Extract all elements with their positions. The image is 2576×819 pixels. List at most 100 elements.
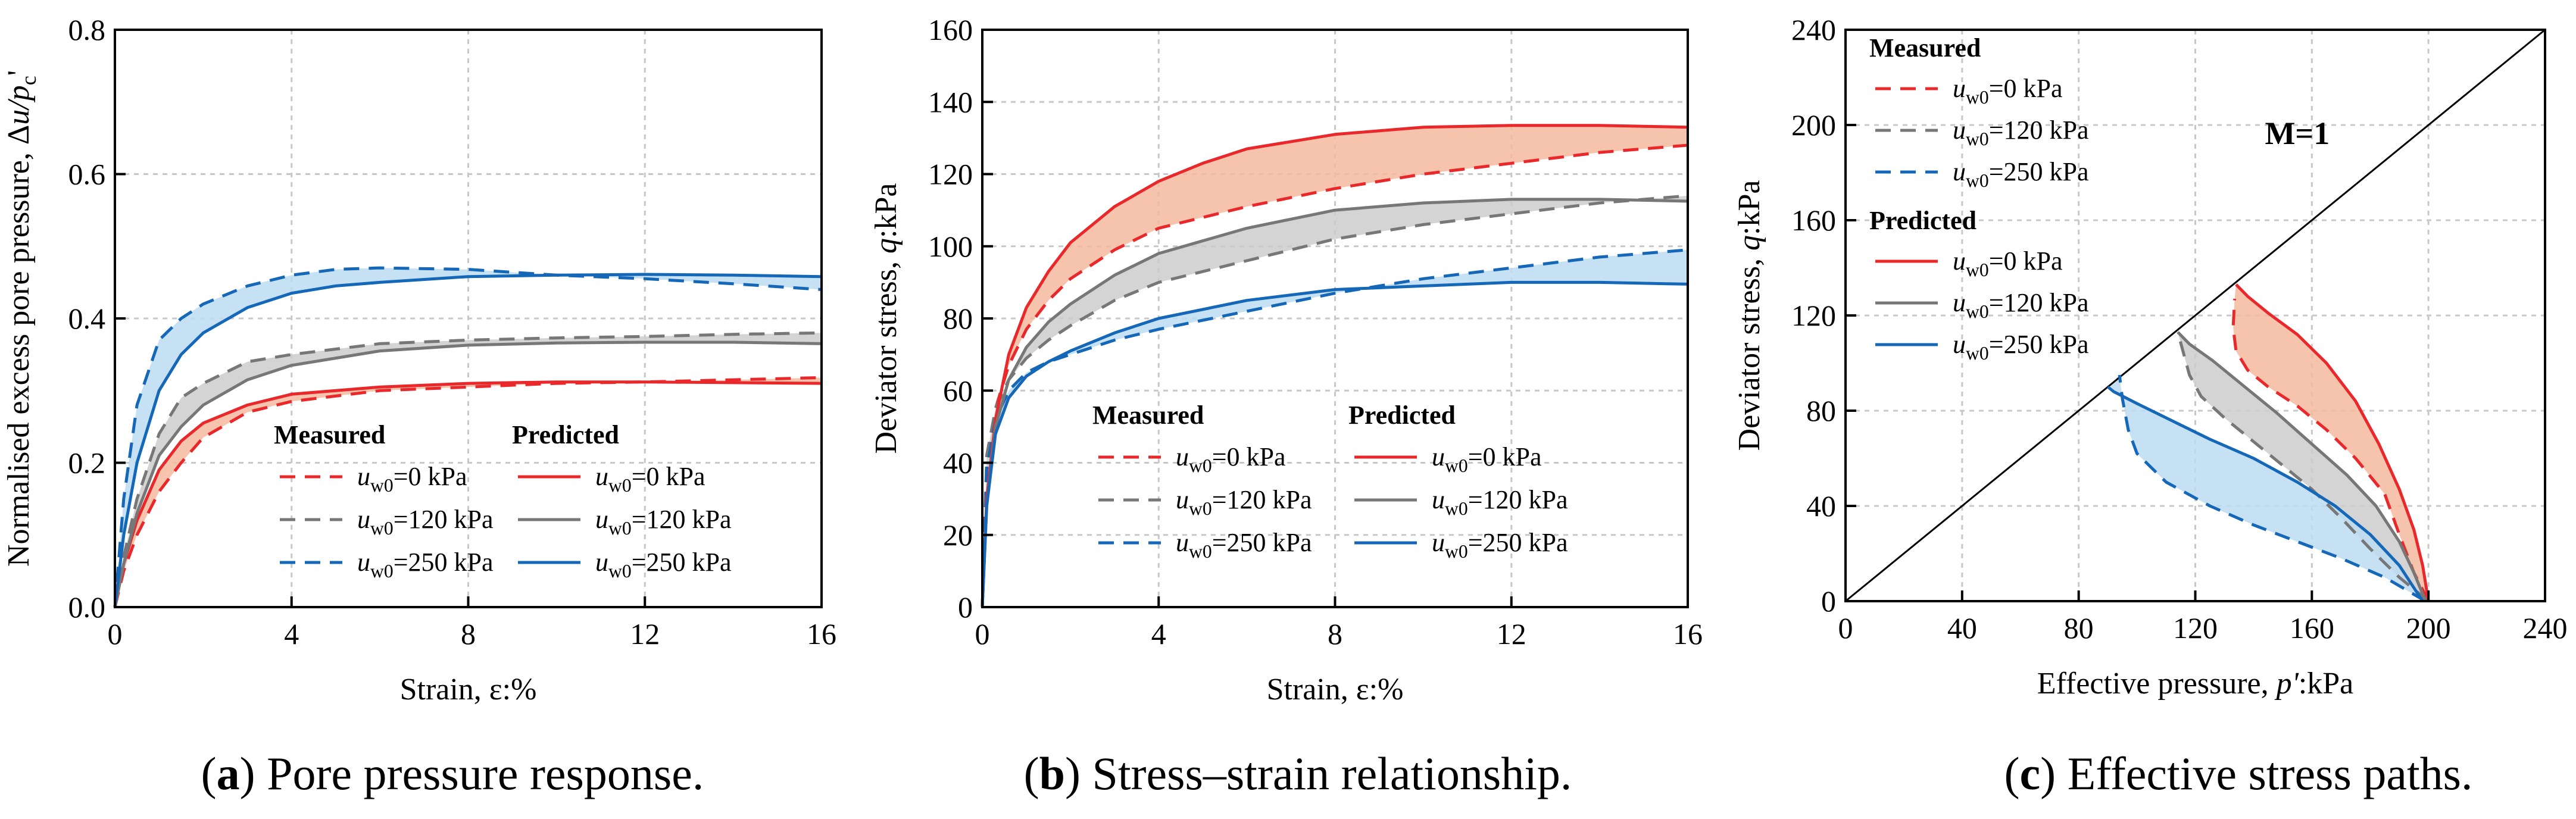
- y-tick-label: 80: [1806, 394, 1836, 427]
- x-tick-label: 8: [1328, 617, 1342, 651]
- legend-title-predicted: Predicted: [1348, 401, 1456, 430]
- legend-label-measured-2: uw0=120 kPa: [1953, 115, 2089, 149]
- legend-label-measured-1: uw0=0 kPa: [1953, 74, 2063, 108]
- caption-text-a: Pore pressure response.: [267, 748, 704, 799]
- caption-c: (c) Effective stress paths.: [2004, 748, 2473, 799]
- x-tick-label: 160: [2290, 611, 2334, 645]
- uncertainty-band-1: [2233, 285, 2429, 601]
- x-axis-label: Strain, ε:%: [1267, 673, 1404, 707]
- uncertainty-band-3: [2107, 375, 2426, 601]
- y-tick-label: 40: [1806, 489, 1836, 523]
- legend-label-measured-3: uw0=250 kPa: [1953, 157, 2089, 191]
- x-tick-label: 12: [630, 617, 660, 651]
- y-tick-label: 0.6: [68, 158, 106, 191]
- x-tick-label: 240: [2523, 611, 2568, 645]
- y-tick-label: 0: [958, 590, 973, 624]
- legend-label-predicted-3: uw0=250 kPa: [595, 548, 732, 582]
- caption-letter-b: b: [1039, 748, 1065, 799]
- legend-title-predicted: Predicted: [1869, 206, 1977, 235]
- chart-panel-a: 0 4 8 12 16 0.0 0.2 0.4 0.6 0.8 Strain, ε:% Normali…: [2, 13, 836, 707]
- series-line-measured-1: [2231, 298, 2430, 602]
- caption-b: (b) Stress–strain relationship.: [1023, 748, 1572, 799]
- series-line-measured-2: [113, 331, 822, 608]
- legend-label-predicted-2: uw0=120 kPa: [1432, 485, 1568, 519]
- y-tick-label: 100: [928, 230, 973, 263]
- x-tick-label: 4: [284, 617, 299, 651]
- y-tick-label: 160: [1791, 204, 1836, 237]
- legend-label-measured-2: uw0=120 kPa: [1176, 485, 1312, 519]
- x-tick-label: 12: [1497, 617, 1526, 651]
- x-tick-label: 200: [2406, 611, 2451, 645]
- y-tick-label: 200: [1791, 108, 1836, 142]
- critical-state-line: [1845, 29, 2546, 602]
- x-tick-label: 4: [1151, 617, 1166, 651]
- legend-label-predicted-1: uw0=0 kPa: [595, 462, 705, 496]
- x-axis-label: Strain, ε:%: [400, 673, 537, 707]
- x-tick-label: 120: [2173, 611, 2218, 645]
- x-tick-label: 16: [1673, 617, 1703, 651]
- legend-label-measured-2: uw0=120 kPa: [357, 505, 494, 539]
- series-line-predicted-3: [113, 273, 822, 608]
- legend-label-measured-3: uw0=250 kPa: [357, 548, 494, 582]
- legend-label-measured-1: uw0=0 kPa: [357, 462, 467, 496]
- y-tick-label: 0.8: [68, 13, 106, 46]
- legend-label-predicted-1: uw0=0 kPa: [1953, 246, 2063, 280]
- y-tick-label: 0.2: [68, 446, 106, 480]
- legend: Measured uw0=0 kPa uw0=120 kPa uw0=250 kPa P…: [1869, 33, 2089, 364]
- legend-title-measured: Measured: [1869, 33, 1981, 62]
- y-tick-label: 80: [943, 302, 973, 335]
- y-tick-label: 160: [928, 13, 973, 46]
- legend: Measured uw0=0 kPa uw0=120 kPa uw0=250 kPa P…: [274, 420, 732, 582]
- legend-label-measured-1: uw0=0 kPa: [1176, 442, 1286, 476]
- y-tick-label: 120: [1791, 299, 1836, 332]
- legend-label-predicted-3: uw0=250 kPa: [1432, 528, 1568, 562]
- x-tick-label: 0: [975, 617, 990, 651]
- series-line-predicted-3: [2107, 386, 2424, 602]
- legend-label-predicted-2: uw0=120 kPa: [595, 505, 732, 539]
- series-line-predicted-3: [981, 280, 1688, 608]
- legend-title-measured: Measured: [274, 420, 385, 449]
- slope-annotation: M=1: [2265, 115, 2330, 151]
- x-tick-label: 80: [2064, 611, 2094, 645]
- legend-label-measured-3: uw0=250 kPa: [1176, 528, 1312, 562]
- legend-title-measured: Measured: [1092, 401, 1204, 430]
- y-tick-label: 40: [943, 446, 973, 480]
- series-line-predicted-2: [2177, 331, 2427, 602]
- series-line-predicted-1: [981, 124, 1688, 608]
- y-axis-label: Deviator stress, q:kPa: [1732, 180, 1766, 451]
- x-axis-label: Effective pressure, p':kPa: [2037, 667, 2353, 701]
- x-tick-label: 0: [1838, 611, 1853, 645]
- caption-text-c: Effective stress paths.: [2067, 748, 2473, 799]
- x-tick-label: 16: [807, 617, 836, 651]
- y-tick-label: 0.4: [68, 302, 106, 335]
- legend-label-predicted-3: uw0=250 kPa: [1953, 330, 2089, 364]
- x-tick-label: 8: [461, 617, 476, 651]
- y-tick-label: 240: [1791, 13, 1836, 46]
- y-tick-label: 0: [1821, 584, 1836, 618]
- legend-label-predicted-2: uw0=120 kPa: [1953, 288, 2089, 322]
- series-line-measured-2: [2176, 332, 2430, 602]
- y-tick-label: 120: [928, 158, 973, 191]
- series-line-measured-3: [2118, 374, 2427, 603]
- caption-letter-c: c: [2019, 748, 2041, 799]
- series-line-measured-3: [113, 266, 822, 608]
- y-axis-label: Deviator stress, q:kPa: [869, 183, 903, 454]
- series-line-predicted-1: [2235, 283, 2430, 602]
- series-line-measured-3: [981, 248, 1688, 608]
- x-tick-label: 0: [108, 617, 123, 651]
- y-tick-label: 0.0: [68, 590, 106, 624]
- series-line-predicted-1: [113, 380, 822, 608]
- caption-letter-a: a: [216, 748, 240, 799]
- chart-panel-c: 0 40 80 120 160 200 240 0 40 80 120 160 200 240 Effect…: [1732, 13, 2568, 701]
- legend: Measured uw0=0 kPa uw0=120 kPa uw0=250 kPa P…: [1092, 401, 1568, 562]
- series-line-predicted-2: [981, 198, 1688, 608]
- y-tick-label: 140: [928, 85, 973, 118]
- x-tick-label: 40: [1947, 611, 1977, 645]
- legend-label-predicted-1: uw0=0 kPa: [1432, 442, 1542, 476]
- series-line-predicted-2: [113, 340, 822, 608]
- caption-a: (a) Pore pressure response.: [201, 748, 704, 799]
- y-tick-label: 20: [943, 518, 973, 552]
- y-tick-label: 60: [943, 374, 973, 407]
